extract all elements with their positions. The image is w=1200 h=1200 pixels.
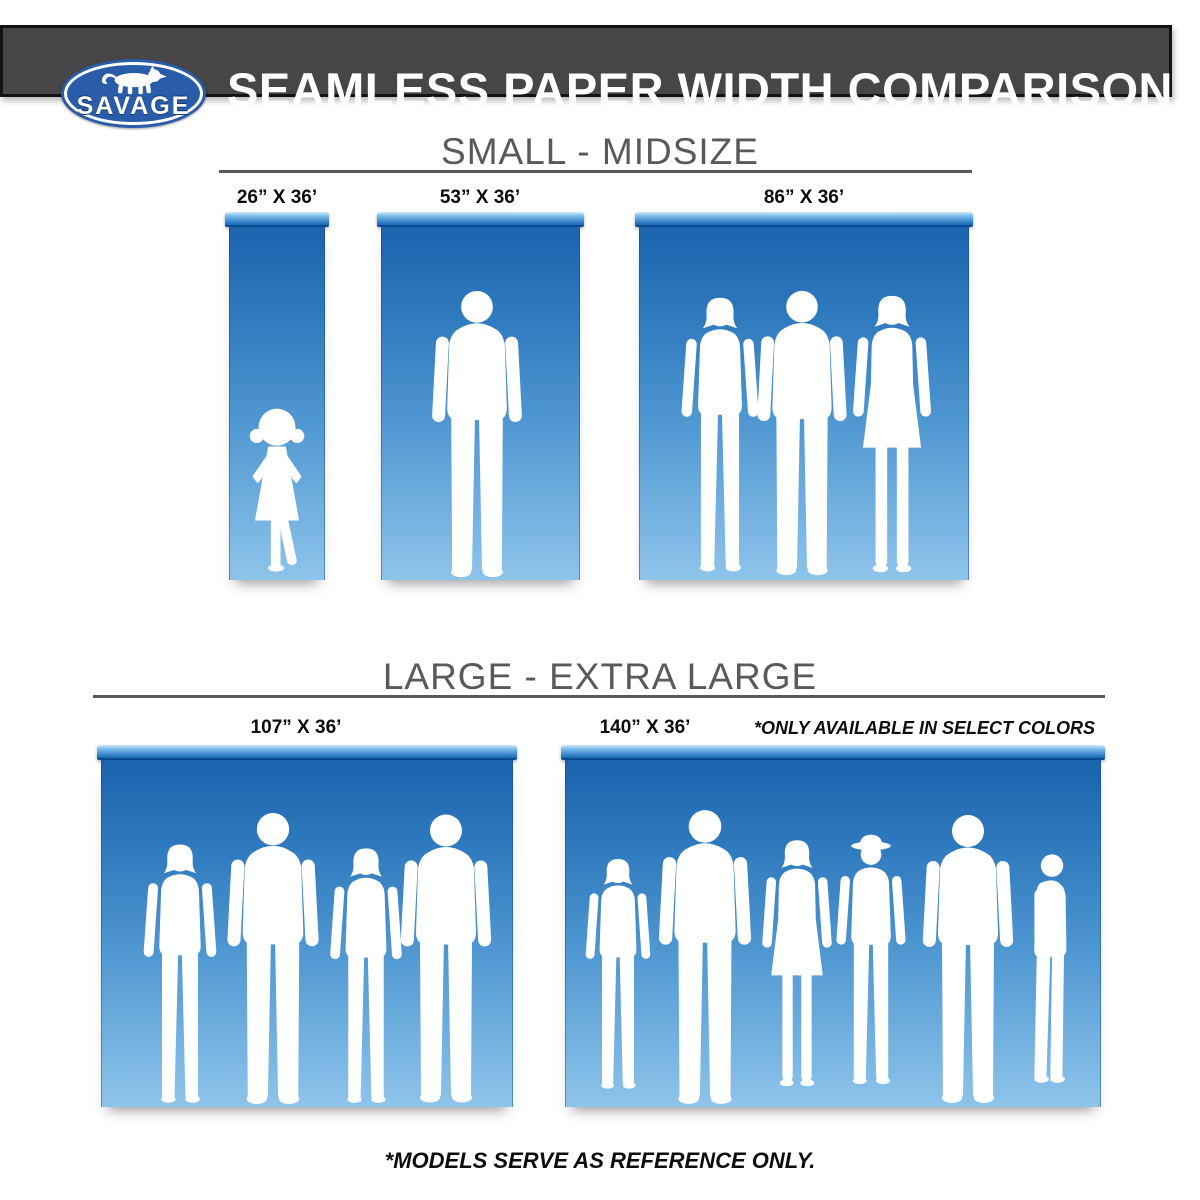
paper-surface [381, 227, 580, 580]
section-heading-small-midsize: SMALL - MIDSIZE [441, 131, 759, 172]
paper-panel-53in [377, 212, 584, 580]
roll-bar [377, 212, 584, 227]
roll-bar [225, 212, 329, 227]
roll-bar [561, 745, 1105, 760]
section-rule-small-midsize [219, 170, 972, 173]
girl-silhouette-icon [233, 391, 321, 580]
group-of-four-silhouettes-icon [143, 813, 492, 1104]
paper-surface [229, 227, 325, 580]
paper-surface [639, 227, 969, 580]
group-of-six-silhouettes-icon [585, 810, 1067, 1104]
section-heading-large-extra-large: LARGE - EXTRA LARGE [382, 656, 818, 697]
page-title: SEAMLESS PAPER WIDTH COMPARISON [227, 63, 1173, 116]
brand-name: SAVAGE [76, 92, 191, 120]
paper-panel-86in [635, 212, 973, 580]
size-label-107in: 107” X 36’ [250, 717, 342, 738]
group-of-three-silhouettes-icon [681, 290, 932, 576]
savage-logo: SAVAGE [61, 59, 206, 128]
size-label-26in: 26” X 36’ [236, 187, 318, 208]
savage-cougar-icon [101, 66, 167, 95]
models-disclaimer: *MODELS SERVE AS REFERENCE ONLY. [384, 1148, 816, 1173]
paper-panel-140in [561, 745, 1105, 1107]
roll-bar [97, 745, 517, 760]
size-label-140in: 140” X 36’ [599, 717, 691, 738]
roll-bar [635, 212, 973, 227]
size-label-53in: 53” X 36’ [439, 187, 521, 208]
select-colors-note: *ONLY AVAILABLE IN SELECT COLORS [753, 718, 1095, 738]
man-silhouette-icon [418, 285, 536, 580]
paper-surface [565, 760, 1101, 1107]
section-rule-large-extra-large [93, 695, 1105, 698]
paper-surface [101, 760, 513, 1107]
paper-panel-26in [225, 212, 329, 580]
header-bar: SAVAGE SEAMLESS PAPER WIDTH COMPARISON [0, 25, 1172, 128]
paper-panel-107in [97, 745, 517, 1107]
size-label-86in: 86” X 36’ [763, 187, 845, 208]
